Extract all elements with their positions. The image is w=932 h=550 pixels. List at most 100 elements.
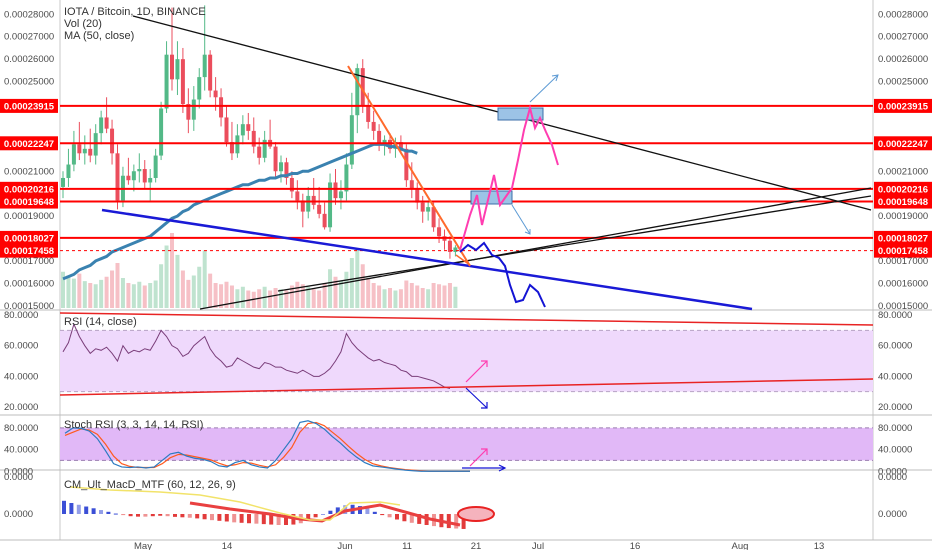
macd-bar <box>62 500 66 514</box>
candle-body <box>431 207 436 228</box>
price-level-tag-right <box>874 98 932 113</box>
price-level-tag-left <box>0 98 58 113</box>
rsi-down-arrow <box>465 387 488 409</box>
candle-body <box>153 155 158 178</box>
price-tick-right: 0.00028000 <box>878 9 928 20</box>
candle-body <box>262 139 267 158</box>
candle-body <box>437 227 442 237</box>
macd-bar <box>121 514 126 516</box>
candle-body <box>246 124 251 131</box>
candle-body <box>126 175 131 181</box>
macd-bar <box>202 514 207 520</box>
volume-bar <box>349 258 354 308</box>
candle-body <box>398 142 403 149</box>
candle-body <box>377 130 382 145</box>
volume-bar <box>279 289 283 308</box>
volume-bar <box>289 285 294 308</box>
candle-body <box>77 144 82 154</box>
macd-bar <box>446 514 451 529</box>
price-level-label-right: 0.00019648 <box>878 197 928 208</box>
volume-bar <box>170 233 174 308</box>
candle-body <box>328 182 333 228</box>
candle-body <box>186 104 191 120</box>
bull-arrow-orange <box>455 254 471 266</box>
volume-bar <box>142 285 147 308</box>
volume-bar <box>99 279 104 308</box>
price-level-tag-right <box>874 243 932 258</box>
rsi-tick-left: 80.0000 <box>4 310 38 321</box>
stoch-tick-right: 80.0000 <box>878 423 912 434</box>
left-price-axis[interactable]: 0.00015000 0.00016000 0.00017000 0.00019000… <box>4 9 54 311</box>
volume-bar <box>426 289 431 308</box>
time-tick: 13 <box>814 541 825 550</box>
rsi-resistance-line <box>59 312 874 326</box>
candle-body <box>453 247 458 252</box>
price-level-label-right: 0.00022247 <box>878 139 928 150</box>
volume-bar <box>404 280 409 308</box>
candle-body <box>93 133 98 156</box>
candle-body <box>131 171 136 181</box>
volume-bar <box>82 281 87 308</box>
macd-tick-top-left: 0.0000 <box>4 472 33 483</box>
volume-bar <box>213 283 218 308</box>
price-level-label-left: 0.00017458 <box>4 246 54 257</box>
price-tick-right: 0.00026000 <box>878 54 928 65</box>
macd-bar <box>380 514 385 516</box>
price-tick-left: 0.00016000 <box>4 278 54 289</box>
support-trendline-black-2 <box>277 195 872 292</box>
bear-arrow-price <box>511 204 531 235</box>
volume-bar <box>431 283 436 308</box>
target-zone-lower <box>470 190 513 205</box>
candle-body <box>279 162 283 172</box>
volume-bar <box>219 284 224 308</box>
price-level-tag-left <box>0 136 58 151</box>
macd-bar <box>313 514 318 518</box>
volume-bar <box>77 273 82 308</box>
volume-bar <box>153 280 158 308</box>
bullish-projection-path <box>459 104 559 251</box>
macd-bar <box>195 514 200 519</box>
rsi-line <box>62 322 451 390</box>
rsi-band-group <box>60 329 873 393</box>
candle-body <box>104 117 109 129</box>
volume-bar <box>415 285 420 308</box>
volume-bar <box>268 290 273 308</box>
candle-body <box>191 99 196 120</box>
volume-bar <box>224 281 229 308</box>
volume-bar <box>126 283 131 308</box>
volume-bar <box>131 284 136 308</box>
volume-bar <box>437 284 442 308</box>
candle-body <box>322 213 327 228</box>
candle-body <box>295 191 300 201</box>
bear-arrow-price-head <box>524 229 531 235</box>
volume-bar <box>306 286 311 308</box>
volume-bar <box>164 245 169 308</box>
macd-bar <box>239 514 244 523</box>
time-axis[interactable]: May 14 Jun 11 21 Jul 16 Aug 13 <box>134 541 824 550</box>
macd-bar <box>254 514 259 524</box>
candle-body <box>137 169 142 172</box>
price-tick-right: 0.00027000 <box>878 32 928 43</box>
macd-bar <box>321 514 325 515</box>
volume-bar <box>300 284 305 308</box>
macd-bar <box>187 514 192 518</box>
price-tick-left: 0.00028000 <box>4 9 54 20</box>
volume-bar <box>409 283 414 308</box>
candle-body <box>409 180 414 190</box>
time-tick: 11 <box>402 541 412 550</box>
volume-bar <box>393 290 398 308</box>
volume-bar <box>88 283 93 308</box>
stoch-tick-left: 0.0000 <box>4 466 33 477</box>
volume-bar <box>208 273 213 308</box>
rsi-legend: RSI (14, close) <box>64 316 137 328</box>
price-level-tag-right <box>874 230 932 245</box>
volume-bar <box>110 270 115 308</box>
price-tick-left: 0.00017000 <box>4 256 54 267</box>
candle-body <box>197 77 202 100</box>
right-price-axis[interactable]: 0.00015000 0.00016000 0.00017000 0.00019000… <box>878 9 928 311</box>
candle-body <box>99 117 104 134</box>
volume-bar <box>235 289 240 308</box>
price-level-tag-left <box>0 243 58 258</box>
